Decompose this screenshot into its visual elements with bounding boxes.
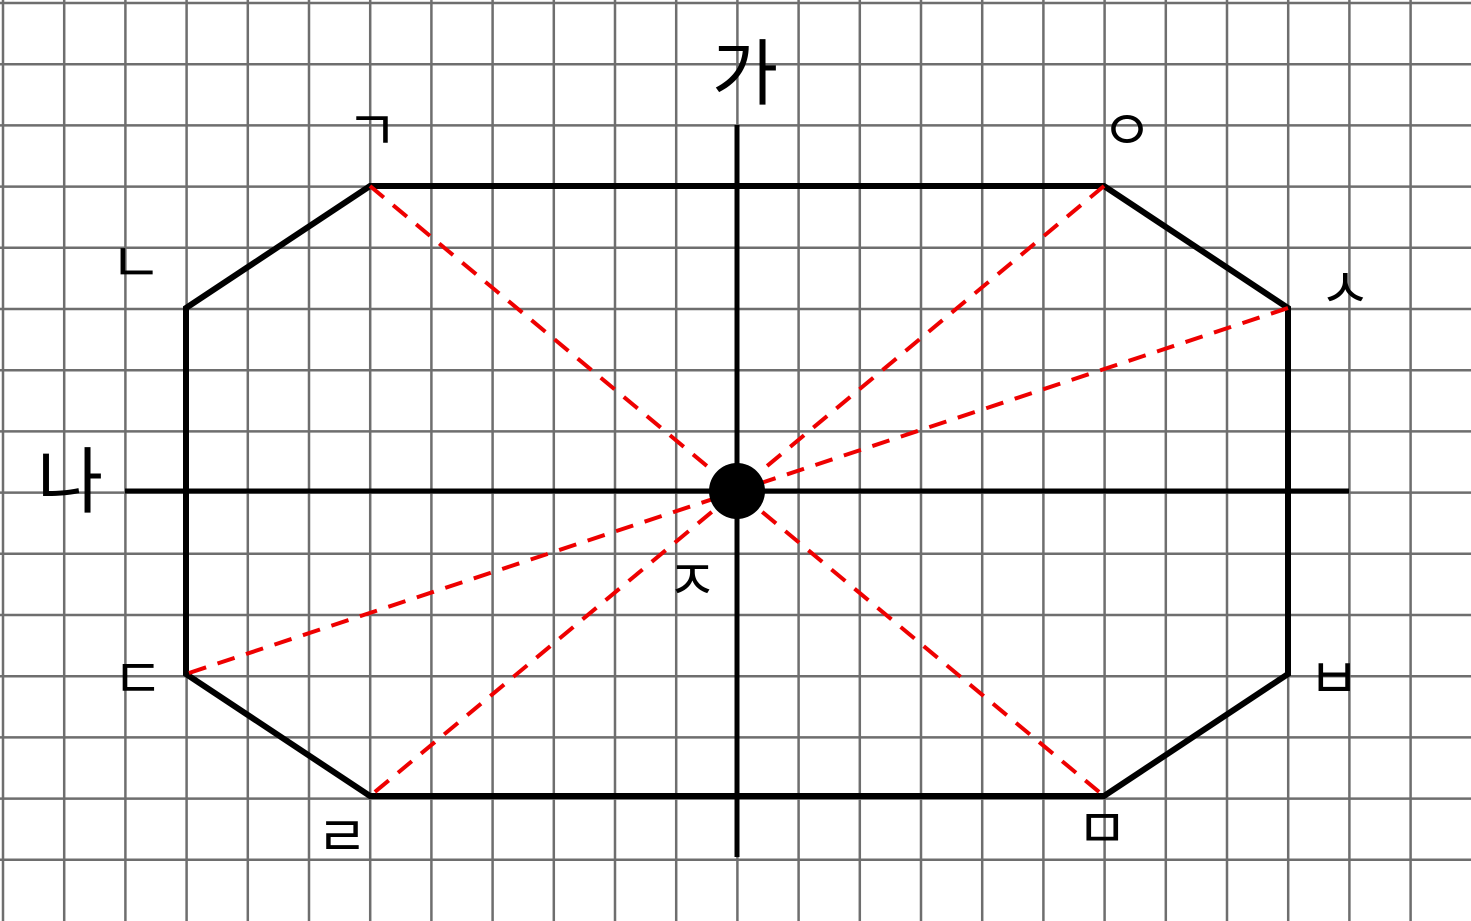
center-point — [709, 463, 765, 519]
point-label: ㅁ — [1076, 798, 1128, 863]
point-label: ㄷ — [112, 648, 164, 713]
point-label: ㄴ — [110, 232, 162, 297]
point-label: ㅅ — [1319, 258, 1371, 323]
axis-label: 나 — [37, 440, 103, 524]
point-label: ㅈ — [666, 550, 718, 615]
point-label: ㅂ — [1308, 648, 1360, 713]
axis-label: 가 — [712, 32, 778, 116]
diagonal — [368, 184, 1106, 798]
point-label: ㄹ — [316, 806, 368, 871]
octagon — [183, 183, 1291, 799]
point-label: ㅇ — [1101, 100, 1153, 165]
point-label: ㄱ — [346, 100, 398, 165]
diagonal — [368, 184, 1106, 798]
